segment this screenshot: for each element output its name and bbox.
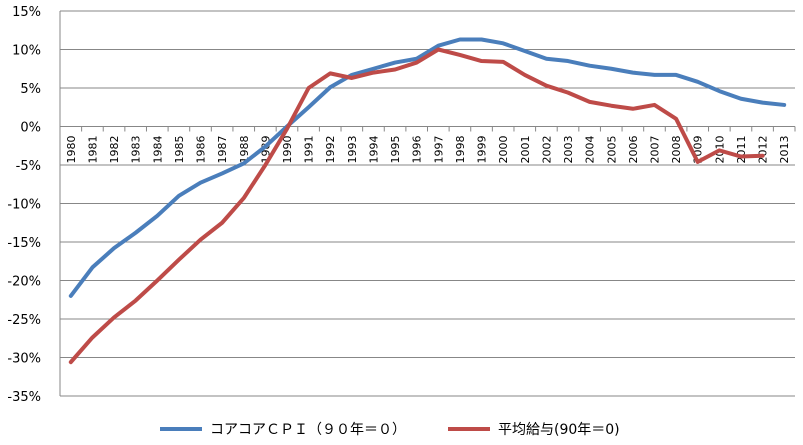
x-tick-label: 1981 [86, 136, 99, 164]
y-axis: 15% 10% 5% 0% -5% -10% -15% -20% -25% -30% -35% [7, 5, 61, 405]
x-tick-label: 1982 [108, 136, 121, 164]
x-tick-label: 1996 [411, 136, 424, 164]
y-tick-label: -25% [7, 313, 41, 328]
x-tick-label: 1986 [195, 136, 208, 164]
y-tick-label: -35% [7, 390, 41, 405]
x-tick-label: 1995 [389, 136, 402, 164]
x-tick-label: 1998 [454, 136, 467, 164]
x-tick-label: 2006 [627, 136, 640, 164]
x-tick-label: 2008 [670, 136, 683, 164]
gridlines [60, 10, 795, 397]
x-tick-label: 2003 [562, 136, 575, 164]
x-tick-label: 2002 [540, 136, 553, 164]
x-tick-label: 1988 [238, 136, 251, 164]
legend-label-average-salary: 平均給与(90年＝0) [498, 422, 620, 438]
x-tick-label: 2001 [519, 136, 532, 164]
x-tick-label: 2013 [778, 136, 791, 164]
y-tick-label: 15% [12, 5, 41, 20]
x-tick-label: 2012 [757, 136, 770, 164]
x-tick-label: 1985 [173, 136, 186, 164]
x-tick-label: 1994 [367, 136, 380, 164]
y-tick-label: 10% [12, 44, 41, 59]
series-line-core-cpi [68, 37, 787, 298]
x-tick-label: 1991 [303, 136, 316, 164]
legend: コアコアＣＰＩ（９０年＝０） 平均給与(90年＝0) [160, 422, 620, 438]
x-tick-label: 2007 [648, 136, 661, 164]
x-tick-label: 1999 [476, 136, 489, 164]
legend-label-core-cpi: コアコアＣＰＩ（９０年＝０） [210, 422, 406, 438]
x-tick-label: 1990 [281, 136, 294, 164]
y-tick-label: -15% [7, 236, 41, 251]
x-tick-label: 2005 [605, 136, 618, 164]
x-tick-label: 1997 [432, 136, 445, 164]
x-tick-label: 1980 [65, 136, 78, 164]
x-axis: 1980 1981 1982 1983 1984 1985 1986 1987 1988 1989… [59, 126, 796, 164]
y-tick-label: -10% [7, 198, 41, 213]
x-tick-label: 1993 [346, 136, 359, 164]
x-tick-label: 1987 [216, 136, 229, 164]
y-tick-label: -20% [7, 275, 41, 290]
series-lines [68, 37, 787, 365]
y-tick-label: -5% [16, 159, 41, 174]
x-tick-label: 1983 [130, 136, 143, 164]
x-tick-label: 2011 [735, 136, 748, 164]
x-tick-label: 2004 [584, 136, 597, 164]
y-tick-label: 0% [20, 121, 41, 136]
y-tick-label: 5% [20, 82, 41, 97]
x-tick-label: 2000 [497, 136, 510, 164]
y-tick-label: -30% [7, 352, 41, 367]
x-tick-label: 1992 [324, 136, 337, 164]
series-line-average-salary [68, 47, 765, 365]
x-tick-label: 1984 [151, 136, 164, 164]
